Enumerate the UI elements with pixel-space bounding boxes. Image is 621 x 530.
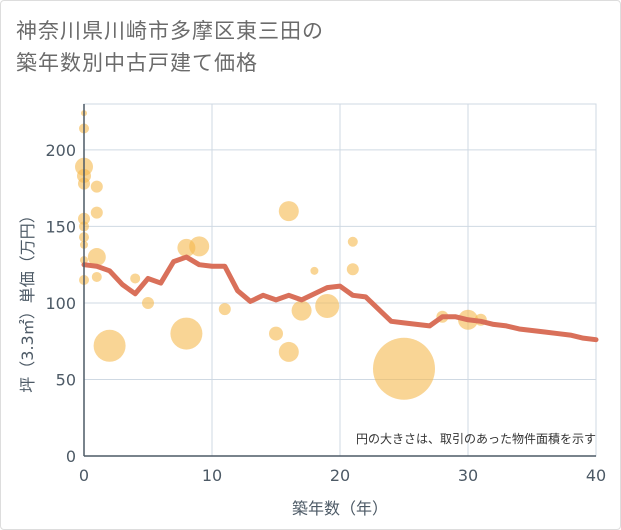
y-tick-label: 200 — [45, 141, 76, 160]
y-tick-label: 150 — [45, 217, 76, 236]
data-point — [310, 266, 319, 275]
data-point — [315, 294, 340, 319]
axes — [83, 104, 596, 457]
chart-title-line2: 築年数別中古戸建て価格 — [16, 51, 258, 75]
bubble-series — [75, 110, 487, 400]
data-point — [142, 296, 154, 309]
data-point — [347, 236, 358, 247]
data-point — [93, 329, 126, 362]
x-axis-label: 築年数（年） — [292, 499, 388, 518]
chart-title: 神奈川県川崎市多摩区東三田の 築年数別中古戸建て価格 — [16, 15, 324, 79]
y-axis-label: 坪（3.3㎡）単価（万円） — [18, 207, 37, 392]
data-point — [218, 303, 231, 316]
size-note: 円の大きさは、取引のあった物件面積を示す — [356, 431, 596, 446]
x-tick-label: 30 — [458, 466, 478, 485]
data-point — [278, 201, 299, 222]
x-tick-label: 10 — [202, 466, 222, 485]
trend-line — [81, 254, 599, 343]
x-tick-label: 20 — [330, 466, 350, 485]
data-point — [91, 271, 102, 282]
data-point — [278, 341, 299, 362]
data-point — [130, 273, 141, 284]
x-tick-label: 40 — [586, 466, 606, 485]
data-point — [90, 206, 103, 219]
data-point — [170, 317, 203, 350]
y-tick-label: 100 — [45, 294, 76, 313]
chart-title-line1: 神奈川県川崎市多摩区東三田の — [16, 19, 324, 43]
y-tick-label: 50 — [56, 370, 76, 389]
data-point — [87, 248, 106, 267]
x-tick-label: 0 — [79, 466, 89, 485]
tick-labels: 0 10 20 30 40 0 50 100 150 200 — [45, 141, 606, 485]
data-point — [189, 236, 210, 257]
y-tick-label: 0 — [66, 447, 76, 466]
grid — [83, 103, 597, 457]
trend-series — [81, 254, 599, 343]
data-point — [90, 180, 103, 193]
data-point — [269, 326, 283, 341]
data-point — [291, 300, 312, 321]
data-point — [346, 263, 359, 276]
data-point — [373, 337, 435, 400]
